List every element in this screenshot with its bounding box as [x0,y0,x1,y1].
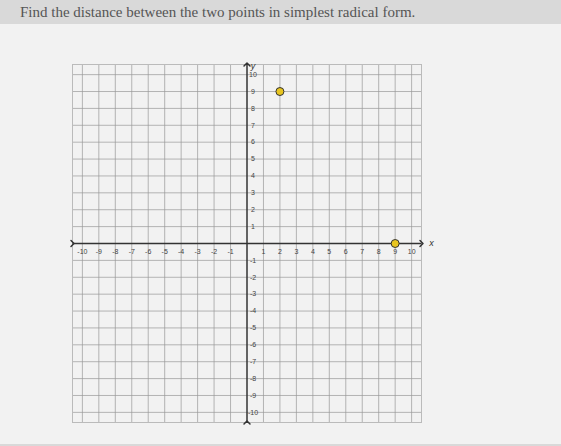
svg-text:-8: -8 [250,375,256,382]
svg-text:-2: -2 [211,248,217,255]
svg-text:9: 9 [393,248,397,255]
svg-text:-2: -2 [250,274,256,281]
svg-text:-9: -9 [96,248,102,255]
svg-text:-4: -4 [250,307,256,314]
svg-text:-8: -8 [112,248,118,255]
svg-text:9: 9 [251,88,255,95]
svg-text:4: 4 [251,172,255,179]
svg-text:-6: -6 [250,341,256,348]
svg-text:3: 3 [294,248,298,255]
svg-text:10: 10 [408,248,416,255]
svg-text:-6: -6 [145,248,151,255]
html-text:Find the distance between the: Find the distance between the two points… [20,4,416,20]
svg-text:-7: -7 [250,358,256,365]
svg-text:1: 1 [262,248,266,255]
svg-text:-1: -1 [250,257,256,264]
svg-text:-7: -7 [129,248,135,255]
svg-text:5: 5 [251,155,255,162]
svg-text:-5: -5 [250,324,256,331]
svg-text:2: 2 [251,206,255,213]
svg-text:4: 4 [311,248,315,255]
svg-text:8: 8 [377,248,381,255]
svg-text:5: 5 [327,248,331,255]
svg-text:-9: -9 [250,392,256,399]
svg-text:6: 6 [344,248,348,255]
svg-text:7: 7 [360,248,364,255]
svg-text:x: x [428,238,434,248]
svg-text:-10: -10 [77,248,87,255]
svg-text:-10: -10 [248,409,258,416]
svg-text:-4: -4 [178,248,184,255]
svg-text:y: y [250,61,256,71]
svg-text:3: 3 [251,189,255,196]
svg-text:-5: -5 [162,248,168,255]
svg-text:6: 6 [251,138,255,145]
svg-text:1: 1 [251,223,255,230]
svg-text:-3: -3 [250,290,256,297]
svg-text:7: 7 [251,122,255,129]
svg-text:8: 8 [251,105,255,112]
svg-text:-3: -3 [194,248,200,255]
svg-text:2: 2 [278,248,282,255]
svg-text:10: 10 [249,71,257,78]
svg-text:-1: -1 [227,248,233,255]
